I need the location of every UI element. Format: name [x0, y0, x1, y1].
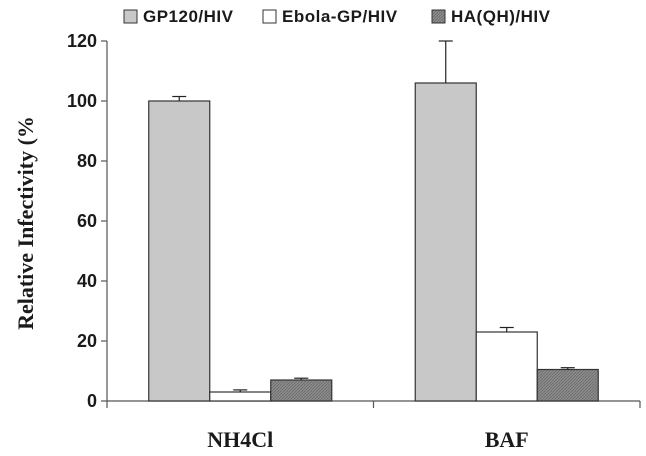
- y-tick-label: 20: [77, 331, 97, 351]
- category-label: BAF: [485, 427, 529, 452]
- y-tick-label: 0: [87, 391, 97, 411]
- bar-1-2: [536, 368, 599, 402]
- legend-swatch: [123, 9, 138, 24]
- legend-swatch: [431, 9, 446, 24]
- bar-0-2: [270, 379, 333, 402]
- bar-0-0: [148, 100, 211, 402]
- bar-1-1: [475, 331, 538, 402]
- bar-1-0: [414, 82, 477, 402]
- y-axis: 0 20 40 60 80 100 120: [67, 31, 108, 411]
- legend-label: GP120/HIV: [143, 7, 234, 26]
- legend-label: Ebola-GP/HIV: [282, 7, 398, 26]
- y-tick-label: 80: [77, 151, 97, 171]
- y-tick-label: 40: [77, 271, 97, 291]
- bar-0-1: [209, 391, 272, 402]
- category-label: NH4Cl: [207, 427, 273, 452]
- bars: [148, 40, 599, 402]
- legend: GP120/HIV Ebola-GP/HIV HA(QH)/HIV: [123, 7, 551, 26]
- x-axis: NH4Cl BAF: [106, 400, 641, 452]
- y-axis-label: Relative Infectivity (%: [13, 116, 38, 330]
- y-tick-label: 100: [67, 91, 97, 111]
- y-tick-label: 60: [77, 211, 97, 231]
- y-tick-label: 120: [67, 31, 97, 51]
- legend-label: HA(QH)/HIV: [451, 7, 551, 26]
- legend-swatch: [262, 9, 277, 24]
